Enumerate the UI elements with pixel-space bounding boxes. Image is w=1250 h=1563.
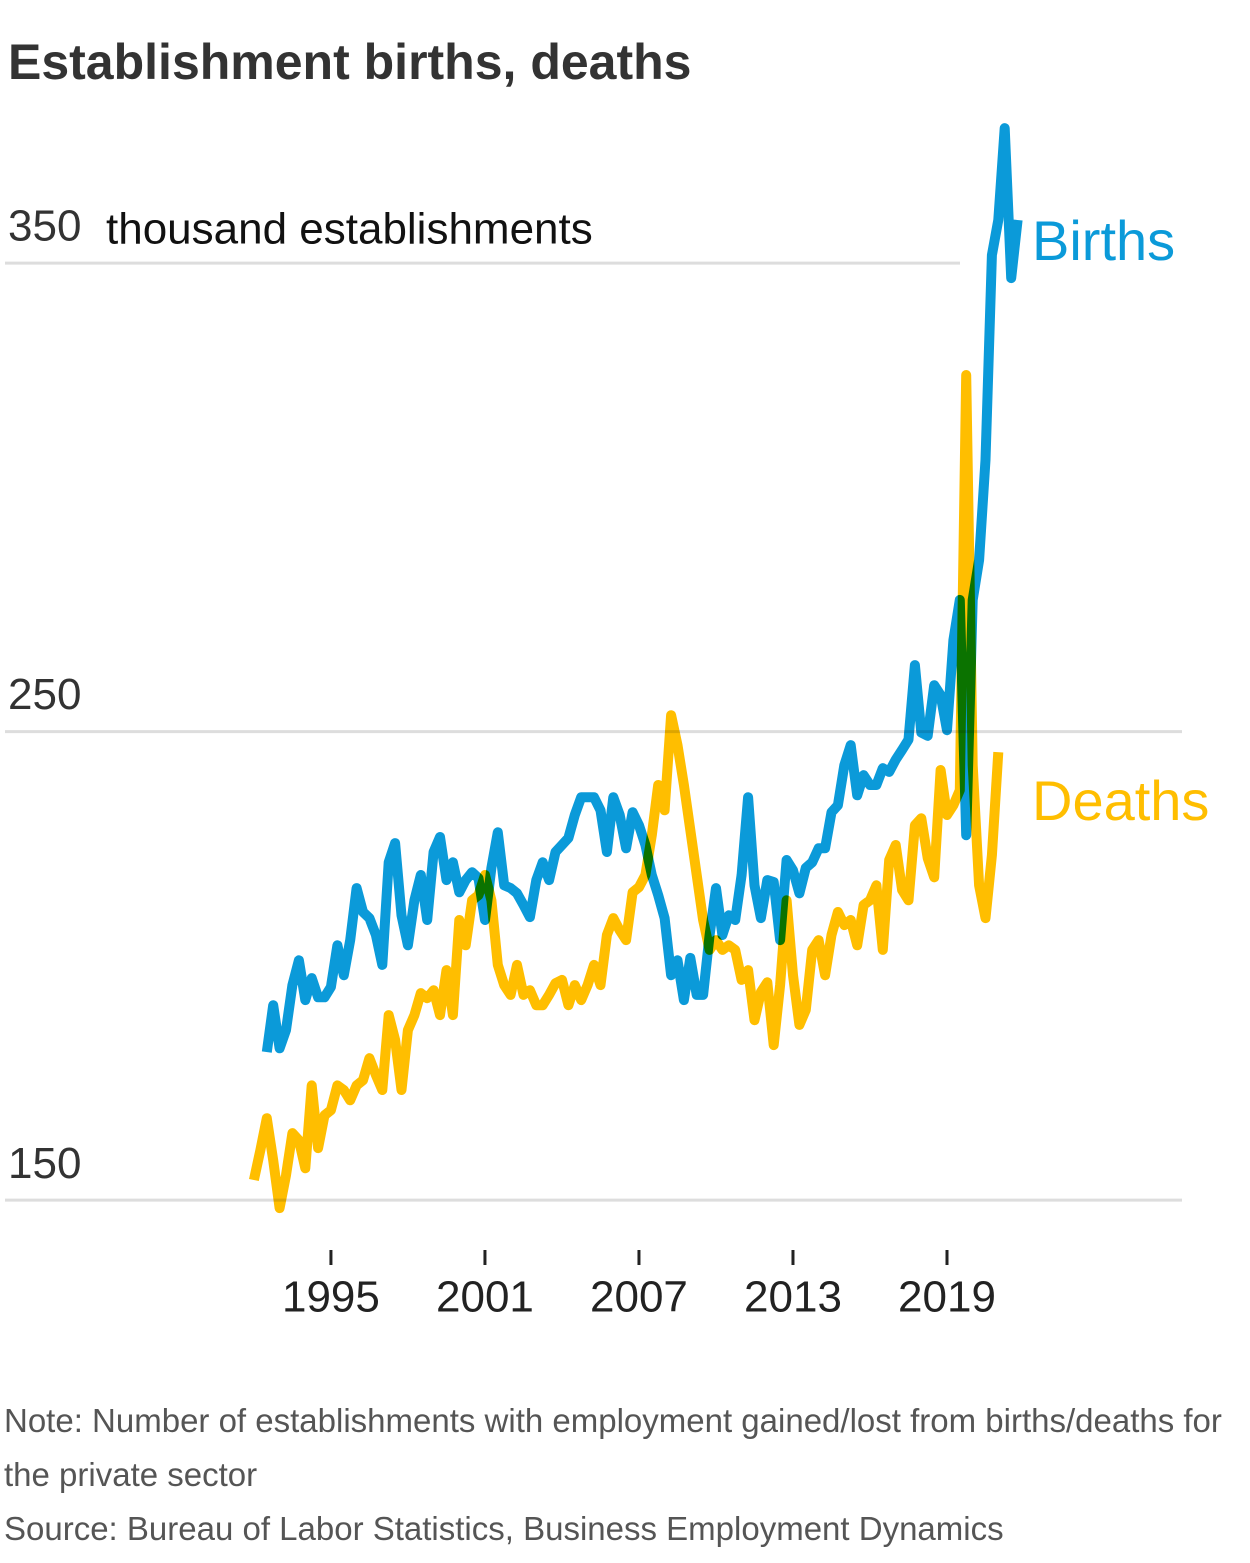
line-series [261, 123, 1023, 1054]
line-series [249, 370, 1004, 1214]
y-axis-label: thousand establishments [106, 205, 593, 254]
x-tick-label: 2013 [744, 1273, 842, 1322]
note: Note: Number of establishments with empl… [4, 1402, 1222, 1493]
x-tick-label: 2001 [436, 1273, 534, 1322]
source: Source: Bureau of Labor Statistics, Busi… [4, 1510, 1004, 1547]
series-label: Deaths [1032, 769, 1209, 832]
x-tick-label: 2019 [898, 1273, 996, 1322]
x-tick-label: 2007 [590, 1273, 688, 1322]
y-tick-label: 150 [8, 1139, 81, 1188]
y-tick-label: 250 [8, 670, 81, 719]
chart: Establishment births, deaths thousand es… [5, 34, 1209, 1322]
chart-title: Establishment births, deaths [8, 34, 691, 90]
x-tick-label: 1995 [282, 1273, 380, 1322]
series-label: Births [1032, 209, 1175, 272]
y-tick-label: 350 [8, 202, 81, 251]
